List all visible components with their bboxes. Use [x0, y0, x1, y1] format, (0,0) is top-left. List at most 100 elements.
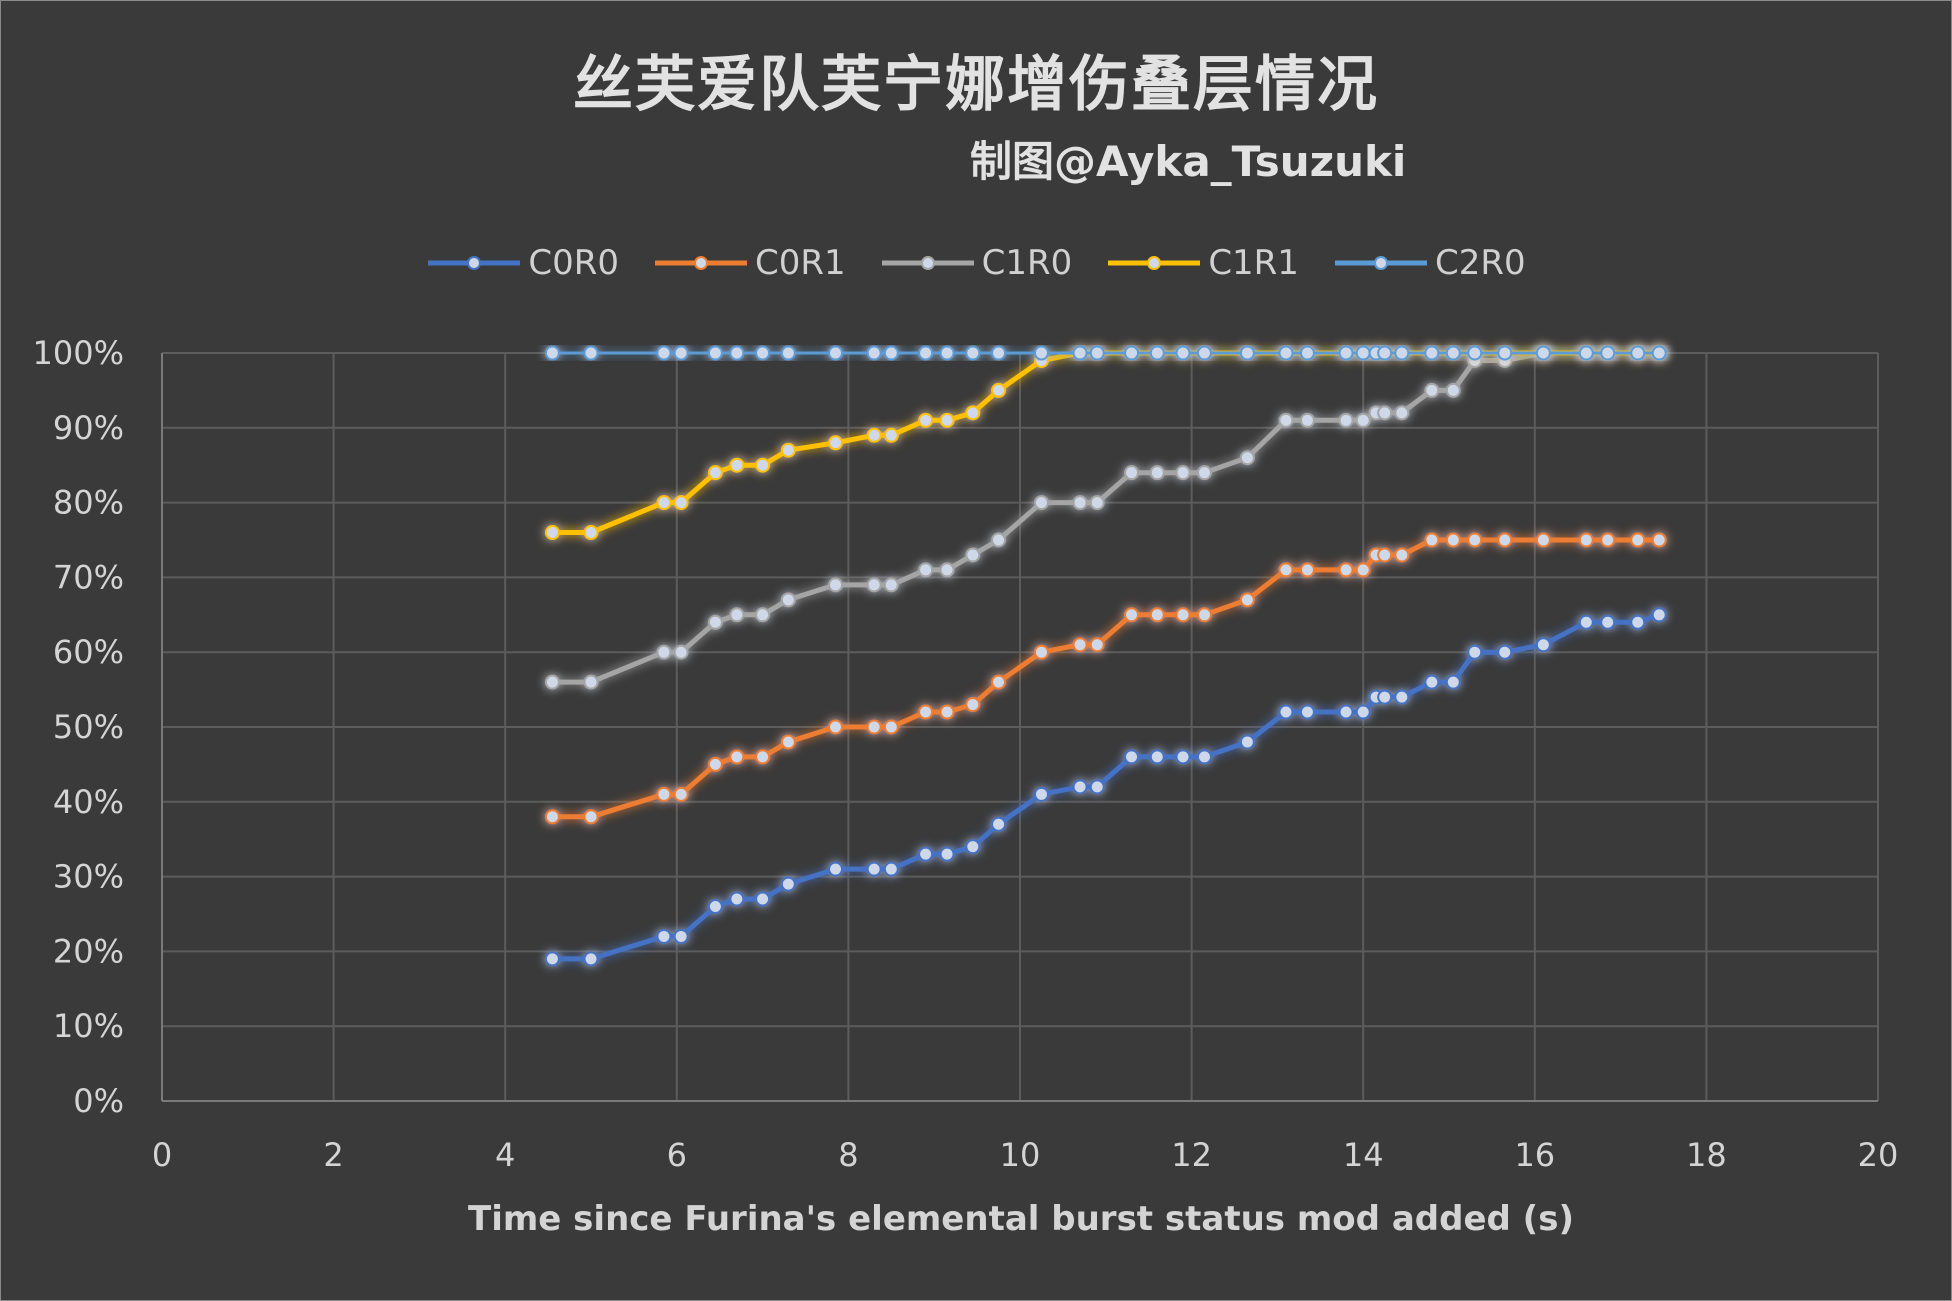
legend-item: C1R1: [1106, 243, 1299, 283]
data-point: [918, 704, 934, 720]
series-line: [552, 350, 1660, 535]
data-point: [1355, 562, 1371, 578]
data-point: [1299, 412, 1315, 428]
data-point: [707, 756, 723, 772]
data-point: [1175, 607, 1191, 623]
data-point: [1072, 779, 1088, 795]
data-point: [1424, 674, 1440, 690]
data-point: [1239, 734, 1255, 750]
x-tick-label: 14: [1343, 1136, 1384, 1174]
data-point: [1630, 532, 1646, 548]
series-c1r1: [544, 345, 1667, 541]
x-tick-label: 6: [667, 1136, 687, 1174]
data-point: [1089, 637, 1105, 653]
data-point: [1278, 704, 1294, 720]
x-tick-label: 8: [838, 1136, 858, 1174]
series-c1r0: [544, 345, 1667, 690]
data-point: [1196, 345, 1212, 361]
data-point: [965, 697, 981, 713]
data-point: [544, 674, 560, 690]
data-point: [918, 345, 934, 361]
data-point: [755, 749, 771, 765]
data-point: [1394, 405, 1410, 421]
data-point: [1445, 382, 1461, 398]
x-tick-label: 0: [152, 1136, 172, 1174]
data-point: [1175, 749, 1191, 765]
data-point: [544, 345, 560, 361]
data-point: [1033, 345, 1049, 361]
data-point: [1033, 786, 1049, 802]
data-point: [1630, 345, 1646, 361]
data-point: [939, 846, 955, 862]
data-point: [1089, 495, 1105, 511]
data-point: [673, 928, 689, 944]
data-point: [1630, 614, 1646, 630]
y-tick-label: 10%: [53, 1007, 124, 1045]
data-point: [1124, 465, 1140, 481]
data-point: [780, 592, 796, 608]
data-point: [1377, 689, 1393, 705]
legend-swatch: [1334, 256, 1427, 270]
series-c0r1: [544, 532, 1667, 825]
data-point: [1072, 495, 1088, 511]
data-point: [883, 719, 899, 735]
series-line: [552, 537, 1660, 820]
data-point: [1355, 345, 1371, 361]
data-point: [1600, 532, 1616, 548]
data-point: [883, 577, 899, 593]
data-point: [544, 525, 560, 541]
data-point: [918, 562, 934, 578]
series-group: [544, 345, 1667, 967]
data-point: [965, 547, 981, 563]
data-point: [780, 442, 796, 458]
series-c2r0: [544, 345, 1667, 361]
y-tick-label: 30%: [53, 858, 124, 896]
legend-label: C1R1: [1208, 243, 1299, 283]
data-point: [866, 345, 882, 361]
y-tick-label: 90%: [53, 409, 124, 447]
data-point: [991, 382, 1007, 398]
data-point: [1278, 345, 1294, 361]
legend-swatch: [1108, 256, 1201, 270]
legend-item: C2R0: [1333, 243, 1526, 283]
data-point: [1338, 345, 1354, 361]
data-point: [1600, 614, 1616, 630]
data-point: [1445, 674, 1461, 690]
data-point: [1072, 345, 1088, 361]
data-point: [918, 412, 934, 428]
data-point: [583, 345, 599, 361]
data-point: [1196, 749, 1212, 765]
data-point: [1651, 345, 1667, 361]
data-point: [1239, 592, 1255, 608]
legend-swatch: [428, 256, 521, 270]
series-c0r0: [544, 607, 1667, 967]
data-point: [1278, 562, 1294, 578]
data-point: [1467, 345, 1483, 361]
data-point: [1467, 532, 1483, 548]
data-point: [583, 674, 599, 690]
data-point: [866, 577, 882, 593]
data-point: [656, 345, 672, 361]
data-point: [1338, 562, 1354, 578]
data-point: [1377, 405, 1393, 421]
data-point: [1467, 644, 1483, 660]
axes: 0% 10% 20% 30% 40% 50% 60% 70% 80% 90% 100% 0 2 4 6 8 10…: [33, 334, 1899, 1174]
data-point: [1338, 704, 1354, 720]
y-tick-label: 40%: [53, 783, 124, 821]
data-point: [828, 861, 844, 877]
data-point: [991, 674, 1007, 690]
data-point: [1149, 749, 1165, 765]
data-point: [939, 345, 955, 361]
data-point: [1175, 465, 1191, 481]
data-point: [991, 816, 1007, 832]
legend-label: C0R1: [755, 243, 846, 283]
data-point: [544, 951, 560, 967]
data-point: [883, 345, 899, 361]
data-point: [828, 577, 844, 593]
data-point: [707, 345, 723, 361]
data-point: [656, 644, 672, 660]
data-point: [828, 435, 844, 451]
data-point: [1651, 607, 1667, 623]
